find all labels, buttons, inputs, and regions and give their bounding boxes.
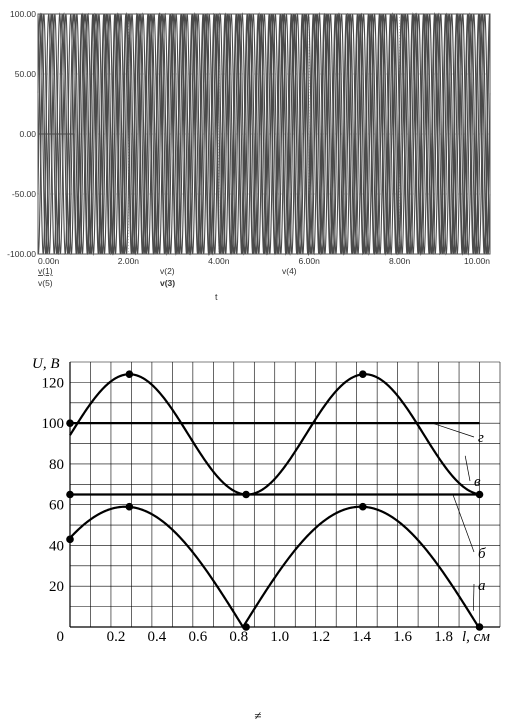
curve-label-g: г — [478, 430, 484, 446]
chart2-x-tick-labels: 0 0.2 0.4 0.6 0.8 1.0 1.2 1.4 1.6 1.8 — [57, 629, 453, 645]
chart2-curve-а — [69, 505, 481, 630]
chart1-y-tick-label: 0.00 — [19, 129, 36, 139]
chart1-x-tick-label: 10.00n — [464, 256, 490, 266]
chart2-y-axis-label: U, В — [32, 356, 60, 372]
chart2-markers — [66, 370, 484, 631]
chart1-x-axis-label: t — [215, 292, 218, 302]
chart2-leader-line — [432, 422, 475, 438]
chart2-y-tick-label: 20 — [49, 579, 64, 595]
chart2-data-point — [125, 370, 134, 379]
chart1-y-tick-labels: 100.00 50.00 0.00 -50.00 -100.00 — [7, 9, 36, 259]
chart1-y-tick-label: 100.00 — [10, 9, 36, 19]
curve-label-v: в — [474, 474, 481, 490]
chart2-y-tick-label: 40 — [49, 538, 64, 554]
chart2-leader-line — [452, 494, 475, 553]
chart2-x-tick-label: 1.0 — [270, 629, 289, 645]
chart1-series-v3 — [38, 11, 491, 257]
simulation-chart: 100.00 50.00 0.00 -50.00 -100.00 0.00n 2.00n 4… — [7, 9, 491, 302]
chart2-x-tick-label: 1.6 — [393, 629, 412, 645]
chart1-series-v4 — [37, 12, 491, 256]
chart1-x-tick-label: 4.00n — [208, 256, 230, 266]
chart1-y-tick-label: -100.00 — [7, 249, 36, 259]
chart1-y-tick-label: 50.00 — [15, 69, 37, 79]
chart2-data-point — [125, 502, 134, 511]
footer-symbol: ≠ — [254, 708, 261, 723]
chart2-y-tick-label: 100 — [42, 416, 65, 432]
legend-v3: v(3) — [160, 278, 175, 288]
chart2-x-tick-label: 0.2 — [107, 629, 126, 645]
chart2-data-point — [66, 535, 74, 544]
voltage-distribution-chart: 20 40 60 80 100 120 0 0.2 0.4 0.6 0.8 1.0 1.2 1.4 1.6… — [32, 356, 501, 645]
chart1-x-tick-label: 8.00n — [389, 256, 411, 266]
chart1-x-tick-label: 0.00n — [38, 256, 60, 266]
chart1-x-tick-label: 6.00n — [299, 256, 321, 266]
chart2-data-point — [242, 490, 250, 499]
curve-label-a: а — [478, 578, 486, 594]
chart2-y-tick-label: 60 — [49, 498, 64, 514]
curve-label-b: б — [478, 546, 486, 562]
chart2-x-axis-label: l, см — [462, 629, 490, 645]
chart2-data-point — [475, 490, 484, 499]
chart2-data-point — [359, 370, 367, 379]
chart2-curve-в — [69, 373, 480, 496]
legend-v2: v(2) — [160, 266, 175, 276]
legend-v1: v(1) — [38, 266, 53, 276]
chart1-y-tick-label: -50.00 — [12, 189, 36, 199]
chart2-data-point — [242, 623, 250, 631]
chart1-x-tick-labels: 0.00n 2.00n 4.00n 6.00n 8.00n 10.00n — [38, 256, 490, 266]
chart1-frame — [37, 13, 491, 255]
legend-v4: v(4) — [282, 266, 297, 276]
legend-v5: v(5) — [38, 278, 53, 288]
chart2-y-tick-labels: 20 40 60 80 100 120 — [42, 375, 65, 595]
chart2-data-point — [359, 502, 367, 511]
chart2-x-tick-label: 0.4 — [148, 629, 167, 645]
chart2-x-tick-label: 1.2 — [311, 629, 330, 645]
chart2-series — [69, 373, 481, 630]
chart2-label-leaders — [432, 422, 475, 611]
chart2-y-tick-label: 120 — [42, 375, 65, 391]
chart2-x-tick-label: 1.8 — [434, 629, 453, 645]
chart2-x-tick-label: 0.8 — [229, 629, 248, 645]
chart1-series-v1 — [37, 12, 491, 256]
chart2-data-point — [66, 490, 74, 499]
chart2-x-tick-label: 0.6 — [188, 629, 207, 645]
chart2-leader-line — [464, 455, 471, 482]
chart2-data-point — [475, 623, 484, 631]
chart2-data-point — [66, 419, 74, 427]
chart2-leader-line — [473, 583, 475, 611]
chart2-x-tick-label: 1.4 — [352, 629, 371, 645]
chart2-x-tick-label: 0 — [57, 629, 65, 645]
chart1-legend: v(1) v(2) v(4) v(5) v(3) — [38, 266, 297, 288]
chart2-y-tick-label: 80 — [49, 457, 64, 473]
chart1-x-tick-label: 2.00n — [118, 256, 140, 266]
